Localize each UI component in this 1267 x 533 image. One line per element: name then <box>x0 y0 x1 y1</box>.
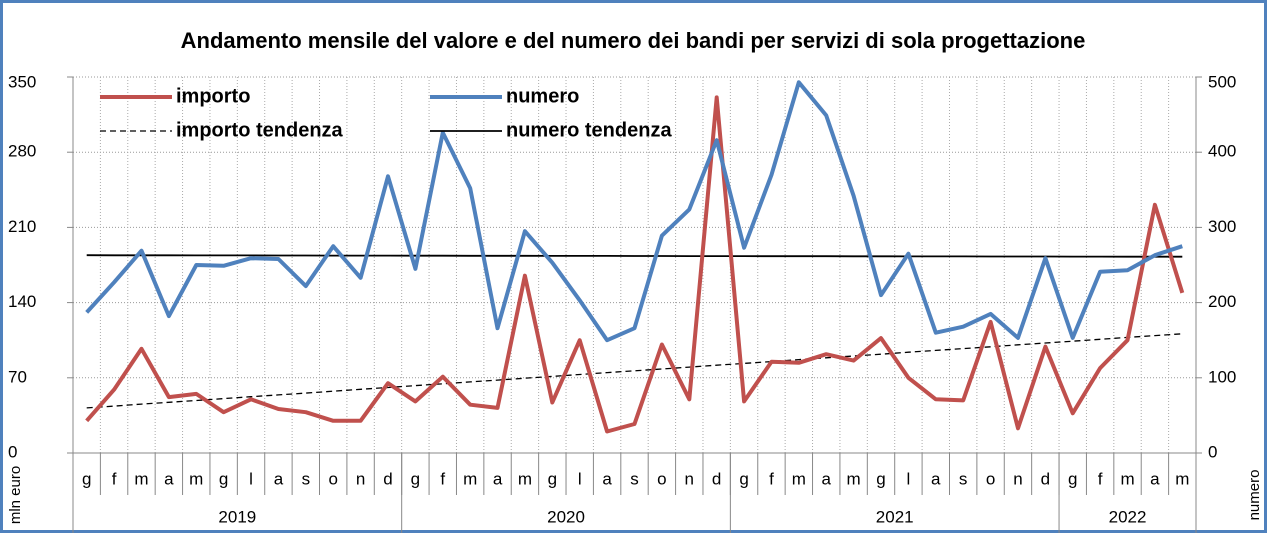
x-tick-label: f <box>112 469 117 488</box>
y2-axis-label: numero <box>1246 470 1263 521</box>
y2-tick-label: 400 <box>1208 142 1236 161</box>
x-tick-label: s <box>959 469 968 488</box>
x-tick-label: m <box>463 469 477 488</box>
series-line <box>85 95 1185 434</box>
x-tick-label: a <box>493 469 503 488</box>
x-tick-label: s <box>302 469 311 488</box>
x-tick-label: d <box>1041 469 1050 488</box>
x-tick-label: f <box>769 469 774 488</box>
series-line <box>86 333 1183 409</box>
x-tick-label: m <box>1175 469 1189 488</box>
x-tick-label: f <box>1098 469 1103 488</box>
x-tick-label: d <box>383 469 392 488</box>
x-tick-label: m <box>518 469 532 488</box>
y-tick-label: 350 <box>8 72 36 91</box>
x-tick-label: g <box>1068 469 1077 488</box>
x-group-label: 2020 <box>547 507 585 526</box>
legend-label: importo <box>176 85 250 107</box>
x-tick-label: l <box>249 469 253 488</box>
x-tick-label: o <box>657 469 666 488</box>
chart-title: Andamento mensile del valore e del numer… <box>181 28 1086 53</box>
x-tick-label: s <box>630 469 639 488</box>
x-tick-label: o <box>328 469 337 488</box>
legend-label: numero tendenza <box>506 119 672 141</box>
y-tick-label: 0 <box>8 442 17 461</box>
x-tick-label: a <box>274 469 284 488</box>
x-tick-label: m <box>1120 469 1134 488</box>
x-tick-label: g <box>219 469 228 488</box>
y-axis-label: mln euro <box>7 466 24 524</box>
x-group-label: 2019 <box>218 507 256 526</box>
x-tick-label: g <box>739 469 748 488</box>
series-line <box>85 80 1183 343</box>
x-tick-label: l <box>907 469 911 488</box>
legend-label: numero <box>506 85 579 107</box>
x-tick-label: g <box>82 469 91 488</box>
x-group-label: 2021 <box>876 507 914 526</box>
x-tick-label: a <box>164 469 174 488</box>
y-tick-label: 140 <box>8 292 36 311</box>
y-tick-label: 210 <box>8 217 36 236</box>
x-tick-label: m <box>847 469 861 488</box>
x-tick-label: m <box>189 469 203 488</box>
x-tick-label: a <box>602 469 612 488</box>
x-tick-label: f <box>440 469 445 488</box>
x-tick-label: g <box>876 469 885 488</box>
x-tick-label: m <box>134 469 148 488</box>
x-tick-label: m <box>792 469 806 488</box>
y2-tick-label: 500 <box>1208 72 1236 91</box>
y2-tick-label: 200 <box>1208 292 1236 311</box>
x-tick-label: l <box>578 469 582 488</box>
series-line <box>86 254 1183 258</box>
y-tick-label: 280 <box>8 142 36 161</box>
y-tick-label: 70 <box>8 367 27 386</box>
y2-tick-label: 300 <box>1208 217 1236 236</box>
x-tick-label: a <box>931 469 941 488</box>
x-tick-label: d <box>712 469 721 488</box>
x-tick-label: g <box>548 469 557 488</box>
x-group-label: 2022 <box>1109 507 1147 526</box>
y2-tick-label: 0 <box>1208 442 1217 461</box>
x-tick-label: n <box>1013 469 1022 488</box>
x-tick-label: a <box>821 469 831 488</box>
legend-label: importo tendenza <box>176 119 344 141</box>
x-tick-label: a <box>1150 469 1160 488</box>
x-tick-label: n <box>685 469 694 488</box>
y2-tick-label: 100 <box>1208 367 1236 386</box>
x-tick-label: o <box>986 469 995 488</box>
x-tick-label: n <box>356 469 365 488</box>
x-tick-label: g <box>411 469 420 488</box>
